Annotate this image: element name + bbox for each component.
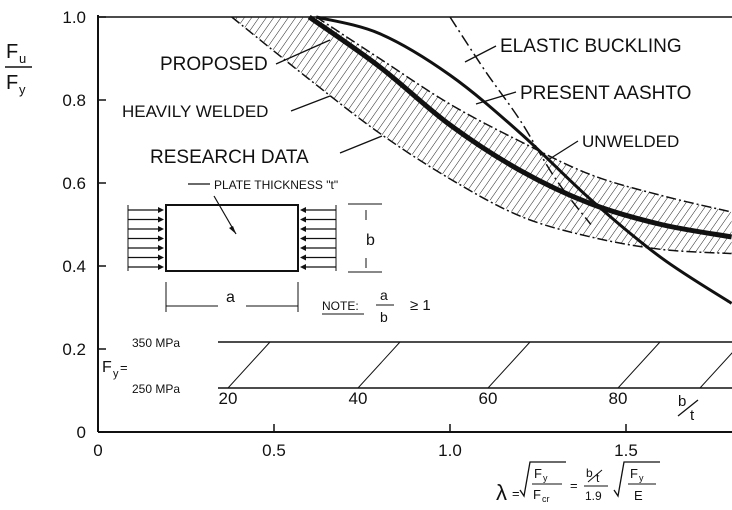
label-elastic-buckling: ELASTIC BUCKLING [500,36,682,57]
y-tick-label: 0 [77,423,86,442]
label-proposed: PROPOSED [160,54,268,75]
load-arrow-head [158,254,164,261]
fy-tick-label: 60 [479,389,498,408]
y-tick-label: 0.2 [62,340,86,359]
load-arrow-head [158,235,164,242]
ylabel-num-sub: u [19,51,26,66]
e-modulus: E [634,488,643,503]
fy-label-sub: y [113,368,119,380]
load-arrow-head [300,226,306,232]
note-b: b [380,309,388,325]
x-tick-label: 1.5 [614,441,638,460]
leader-proposed [275,39,331,65]
x-tick-label: 0.5 [262,441,286,460]
f-y-2-sub: y [639,473,644,483]
lambda-eq2: = [570,478,578,493]
fy-ticks: 20 40 60 80 [219,341,732,408]
load-arrow-head [158,226,164,232]
note-relation: ≥ 1 [410,297,431,314]
leader-heavily [290,95,331,112]
leader-aashto [475,91,517,105]
left-load-arrows [127,205,164,271]
fy-axis-t: t [690,407,695,424]
present-aashto-curve [315,15,732,305]
label-heavily-welded: HEAVILY WELDED [122,102,268,121]
x-tick-label: 0 [93,441,102,460]
research-data-band [231,17,732,254]
f-cr-sub: cr [542,494,550,504]
load-arrow-head [300,245,306,251]
bt-t: t [596,471,600,485]
plate-thickness-label: PLATE THICKNESS "t" [214,178,338,192]
fy-tick-label: 40 [349,389,368,408]
lambda-symbol: λ [496,480,507,505]
x-ticks: 0 0.5 1.0 1.5 [93,424,638,460]
load-arrow-head [300,264,306,270]
note-a: a [380,287,388,303]
bt-b: b [586,466,593,480]
load-arrow-head [300,216,306,223]
fy-label-eq: = [120,360,128,375]
dim-a: a [226,289,235,306]
label-research-data: RESEARCH DATA [150,147,309,168]
note-label: NOTE: [322,299,359,313]
fy-top-label: 350 MPa [132,336,180,350]
y-ticks: 0 0.2 0.4 0.6 0.8 1.0 [62,8,106,442]
plate-rectangle [165,204,299,272]
fy-axis-b: b [678,393,686,410]
load-arrow-head [158,245,164,251]
fy-diagonal [357,341,401,389]
f-cr: F [533,487,541,502]
unwelded-curve [315,16,732,213]
fy-diagonal [487,341,531,389]
ylabel-den: F [6,72,18,94]
f-y-2: F [630,466,638,481]
leader-research [339,135,383,154]
fy-scale: F y = 350 MPa 250 MPa 20 40 60 80 b t [102,336,732,424]
label-unwelded: UNWELDED [582,132,679,151]
fy-bottom-label: 250 MPa [132,382,180,396]
f-y: F [534,466,542,481]
y-tick-label: 0.8 [62,91,86,110]
load-arrow-head [300,207,306,213]
f-y-sub: y [543,473,548,483]
label-present-aashto: PRESENT AASHTO [520,83,691,104]
x-tick-label: 1.0 [438,441,462,460]
fy-diagonal [617,341,661,389]
lambda-eq: = [512,486,520,501]
load-arrow-head [158,216,164,223]
fy-tick-label: 80 [609,389,628,408]
leader-elastic [464,45,497,63]
fy-diagonal [227,341,271,389]
plate-inset: PLATE THICKNESS "t" b a NOTE: a b ≥ 1 [127,178,431,325]
elastic-buckling-curve [449,16,592,225]
ylabel-num: F [6,41,18,63]
lambda-formula: λ = F y F cr = b t 1.9 F y E [496,461,660,505]
ylabel-den-sub: y [19,82,26,97]
y-tick-label: 0.6 [62,174,86,193]
proposed-curve [307,14,732,240]
right-load-arrows [300,205,337,271]
y-axis-label: F u F y [5,41,32,97]
load-arrow-head [300,235,306,242]
dim-b: b [366,232,375,249]
y-tick-label: 0.4 [62,257,86,276]
load-arrow-head [158,264,164,270]
fy-label: F [102,359,112,376]
leader-unwelded [547,140,579,161]
fy-diagonal [699,352,732,389]
load-arrow-head [158,207,164,213]
load-arrow-head [300,254,306,261]
coef-1-9: 1.9 [585,489,602,503]
y-tick-label: 1.0 [62,8,86,27]
fy-tick-label: 20 [219,389,238,408]
